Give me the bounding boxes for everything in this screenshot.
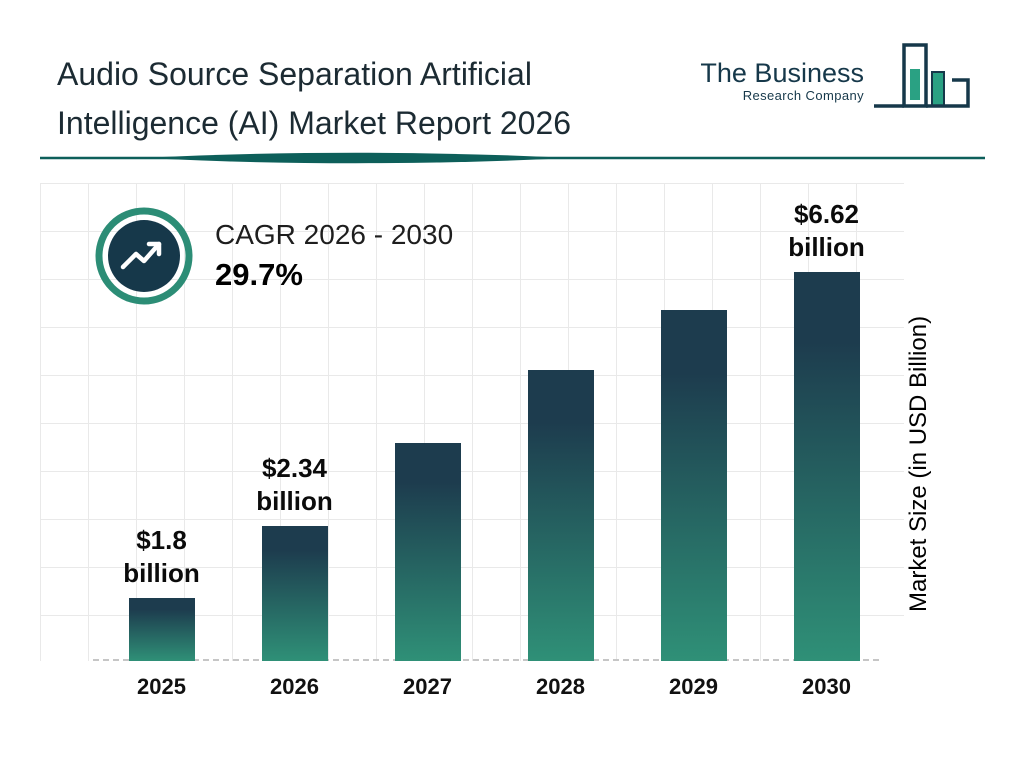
cagr-label: CAGR 2026 - 2030 [215,219,454,250]
x-axis-label-2030: 2030 [802,674,851,699]
chart-grid [40,183,904,661]
company-subname: Research Company [742,88,864,103]
logo-bar-chart-icon [874,43,970,108]
trend-arrow-icon [95,207,193,305]
company-logo-text: The Business Research Company [700,58,864,103]
bar-column-2026: $2.34 billion [228,452,361,661]
bar-2028 [527,370,594,661]
cagr-value: 29.7% [215,257,303,292]
page-title-line2: Intelligence (AI) Market Report 2026 [57,105,572,141]
header-divider [40,151,985,165]
x-axis-label-2028: 2028 [536,674,585,699]
cagr-badge: CAGR 2026 - 2030 29.7% [95,207,453,305]
company-name: The Business [700,58,864,88]
bar-2030 [793,272,860,661]
bar-2025 [128,598,195,661]
bar-value-label-2030: $6.62 billion [788,199,865,262]
cagr-text: CAGR 2026 - 2030 29.7% [215,219,453,293]
bar-column-2028 [494,370,627,661]
bar-value-label-2026: $2.34 billion [256,453,333,516]
bar-column-2025: $1.8 billion [95,524,228,661]
x-axis: 2025 2026 2027 2028 2029 2030 [95,674,893,700]
page-title: Audio Source Separation Artificial Intel… [57,50,571,148]
bar-column-2029 [627,310,760,661]
bar-2027 [394,443,461,661]
bar-column-2030: $6.62 billion [760,198,893,661]
y-axis-label: Market Size (in USD Billion) [905,315,932,613]
x-axis-label-2029: 2029 [669,674,718,699]
bar-chart: $1.8 billion $2.34 billion $6.62 billion [95,185,893,661]
x-axis-label-2026: 2026 [270,674,319,699]
company-logo: The Business Research Company [700,42,972,114]
page-title-line1: Audio Source Separation Artificial [57,56,532,92]
x-axis-label-2027: 2027 [403,674,452,699]
bar-2029 [660,310,727,661]
bar-value-label-2025: $1.8 billion [123,525,200,588]
x-axis-label-2025: 2025 [137,674,186,699]
bar-2026 [261,526,328,661]
bar-column-2027 [361,443,494,661]
chart-baseline [93,659,879,661]
